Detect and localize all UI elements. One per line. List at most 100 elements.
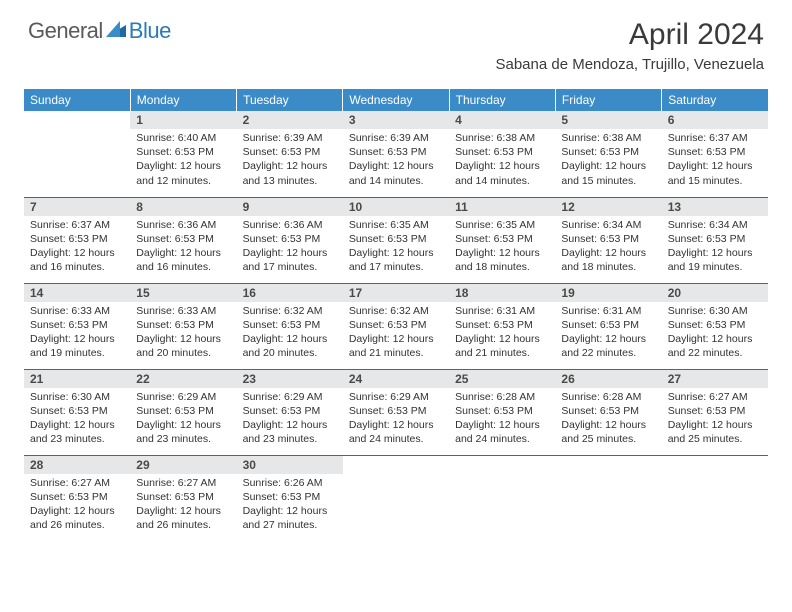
daylight-text: Daylight: 12 hours and 16 minutes. [136, 246, 230, 274]
day-body: Sunrise: 6:34 AMSunset: 6:53 PMDaylight:… [662, 216, 768, 279]
daylight-text: Daylight: 12 hours and 24 minutes. [455, 418, 549, 446]
sunset-text: Sunset: 6:53 PM [136, 232, 230, 246]
sunset-text: Sunset: 6:53 PM [668, 232, 762, 246]
calendar-day-cell: 13Sunrise: 6:34 AMSunset: 6:53 PMDayligh… [662, 197, 768, 283]
calendar-day-cell [449, 455, 555, 541]
title-block: April 2024 Sabana de Mendoza, Trujillo, … [495, 18, 764, 73]
daylight-text: Daylight: 12 hours and 19 minutes. [30, 332, 124, 360]
sunset-text: Sunset: 6:53 PM [455, 145, 549, 159]
day-number: 3 [343, 111, 449, 129]
calendar-day-cell: 20Sunrise: 6:30 AMSunset: 6:53 PMDayligh… [662, 283, 768, 369]
sunrise-text: Sunrise: 6:39 AM [349, 131, 443, 145]
calendar-day-cell [343, 455, 449, 541]
day-body: Sunrise: 6:29 AMSunset: 6:53 PMDaylight:… [343, 388, 449, 451]
sunset-text: Sunset: 6:53 PM [349, 145, 443, 159]
sunrise-text: Sunrise: 6:37 AM [668, 131, 762, 145]
day-body: Sunrise: 6:30 AMSunset: 6:53 PMDaylight:… [24, 388, 130, 451]
day-number: 4 [449, 111, 555, 129]
day-number: 9 [237, 198, 343, 216]
daylight-text: Daylight: 12 hours and 22 minutes. [668, 332, 762, 360]
day-body: Sunrise: 6:31 AMSunset: 6:53 PMDaylight:… [449, 302, 555, 365]
sunrise-text: Sunrise: 6:38 AM [561, 131, 655, 145]
day-body: Sunrise: 6:38 AMSunset: 6:53 PMDaylight:… [449, 129, 555, 192]
calendar-day-cell: 28Sunrise: 6:27 AMSunset: 6:53 PMDayligh… [24, 455, 130, 541]
daylight-text: Daylight: 12 hours and 25 minutes. [668, 418, 762, 446]
sunset-text: Sunset: 6:53 PM [668, 404, 762, 418]
day-body: Sunrise: 6:28 AMSunset: 6:53 PMDaylight:… [449, 388, 555, 451]
sunset-text: Sunset: 6:53 PM [136, 404, 230, 418]
calendar-day-cell: 2Sunrise: 6:39 AMSunset: 6:53 PMDaylight… [237, 111, 343, 197]
sunrise-text: Sunrise: 6:32 AM [243, 304, 337, 318]
daylight-text: Daylight: 12 hours and 25 minutes. [561, 418, 655, 446]
calendar-day-cell: 23Sunrise: 6:29 AMSunset: 6:53 PMDayligh… [237, 369, 343, 455]
day-number: 14 [24, 284, 130, 302]
sunset-text: Sunset: 6:53 PM [561, 318, 655, 332]
month-title: April 2024 [495, 18, 764, 52]
sunset-text: Sunset: 6:53 PM [243, 232, 337, 246]
day-number: 29 [130, 456, 236, 474]
sunrise-text: Sunrise: 6:36 AM [136, 218, 230, 232]
daylight-text: Daylight: 12 hours and 19 minutes. [668, 246, 762, 274]
calendar-day-cell [555, 455, 661, 541]
sunset-text: Sunset: 6:53 PM [349, 232, 443, 246]
day-body: Sunrise: 6:36 AMSunset: 6:53 PMDaylight:… [237, 216, 343, 279]
calendar-day-cell: 7Sunrise: 6:37 AMSunset: 6:53 PMDaylight… [24, 197, 130, 283]
sunrise-text: Sunrise: 6:33 AM [136, 304, 230, 318]
day-number: 15 [130, 284, 236, 302]
day-number: 10 [343, 198, 449, 216]
daylight-text: Daylight: 12 hours and 14 minutes. [455, 159, 549, 187]
calendar-day-cell: 4Sunrise: 6:38 AMSunset: 6:53 PMDaylight… [449, 111, 555, 197]
daylight-text: Daylight: 12 hours and 26 minutes. [30, 504, 124, 532]
day-body: Sunrise: 6:40 AMSunset: 6:53 PMDaylight:… [130, 129, 236, 192]
day-number: 26 [555, 370, 661, 388]
day-number: 28 [24, 456, 130, 474]
day-number: 13 [662, 198, 768, 216]
sunset-text: Sunset: 6:53 PM [561, 145, 655, 159]
sunset-text: Sunset: 6:53 PM [136, 145, 230, 159]
day-body: Sunrise: 6:33 AMSunset: 6:53 PMDaylight:… [130, 302, 236, 365]
sunrise-text: Sunrise: 6:39 AM [243, 131, 337, 145]
calendar-week-row: 14Sunrise: 6:33 AMSunset: 6:53 PMDayligh… [24, 283, 768, 369]
day-number: 7 [24, 198, 130, 216]
location-subtitle: Sabana de Mendoza, Trujillo, Venezuela [495, 56, 764, 73]
day-header: Wednesday [343, 89, 449, 111]
calendar-day-cell: 3Sunrise: 6:39 AMSunset: 6:53 PMDaylight… [343, 111, 449, 197]
day-body: Sunrise: 6:27 AMSunset: 6:53 PMDaylight:… [130, 474, 236, 537]
day-number: 22 [130, 370, 236, 388]
day-body: Sunrise: 6:27 AMSunset: 6:53 PMDaylight:… [24, 474, 130, 537]
daylight-text: Daylight: 12 hours and 20 minutes. [136, 332, 230, 360]
calendar-day-cell: 24Sunrise: 6:29 AMSunset: 6:53 PMDayligh… [343, 369, 449, 455]
day-number: 19 [555, 284, 661, 302]
day-number: 24 [343, 370, 449, 388]
day-number: 1 [130, 111, 236, 129]
sunset-text: Sunset: 6:53 PM [455, 404, 549, 418]
calendar-day-cell: 29Sunrise: 6:27 AMSunset: 6:53 PMDayligh… [130, 455, 236, 541]
sunset-text: Sunset: 6:53 PM [455, 318, 549, 332]
day-body: Sunrise: 6:36 AMSunset: 6:53 PMDaylight:… [130, 216, 236, 279]
day-number: 11 [449, 198, 555, 216]
day-header: Sunday [24, 89, 130, 111]
day-body: Sunrise: 6:38 AMSunset: 6:53 PMDaylight:… [555, 129, 661, 192]
day-body: Sunrise: 6:33 AMSunset: 6:53 PMDaylight:… [24, 302, 130, 365]
day-body: Sunrise: 6:26 AMSunset: 6:53 PMDaylight:… [237, 474, 343, 537]
sunrise-text: Sunrise: 6:35 AM [455, 218, 549, 232]
calendar-day-cell: 16Sunrise: 6:32 AMSunset: 6:53 PMDayligh… [237, 283, 343, 369]
sunrise-text: Sunrise: 6:27 AM [668, 390, 762, 404]
calendar-day-cell: 11Sunrise: 6:35 AMSunset: 6:53 PMDayligh… [449, 197, 555, 283]
brand-logo: General Blue [28, 18, 171, 44]
sunrise-text: Sunrise: 6:36 AM [243, 218, 337, 232]
calendar-day-cell: 6Sunrise: 6:37 AMSunset: 6:53 PMDaylight… [662, 111, 768, 197]
day-number: 25 [449, 370, 555, 388]
day-number: 5 [555, 111, 661, 129]
day-body: Sunrise: 6:37 AMSunset: 6:53 PMDaylight:… [24, 216, 130, 279]
daylight-text: Daylight: 12 hours and 18 minutes. [561, 246, 655, 274]
sunset-text: Sunset: 6:53 PM [243, 318, 337, 332]
header: General Blue April 2024 Sabana de Mendoz… [0, 0, 792, 81]
sunrise-text: Sunrise: 6:33 AM [30, 304, 124, 318]
day-body: Sunrise: 6:29 AMSunset: 6:53 PMDaylight:… [130, 388, 236, 451]
day-body: Sunrise: 6:29 AMSunset: 6:53 PMDaylight:… [237, 388, 343, 451]
logo-triangle-icon [106, 21, 126, 42]
day-header: Saturday [662, 89, 768, 111]
daylight-text: Daylight: 12 hours and 23 minutes. [243, 418, 337, 446]
day-number: 18 [449, 284, 555, 302]
